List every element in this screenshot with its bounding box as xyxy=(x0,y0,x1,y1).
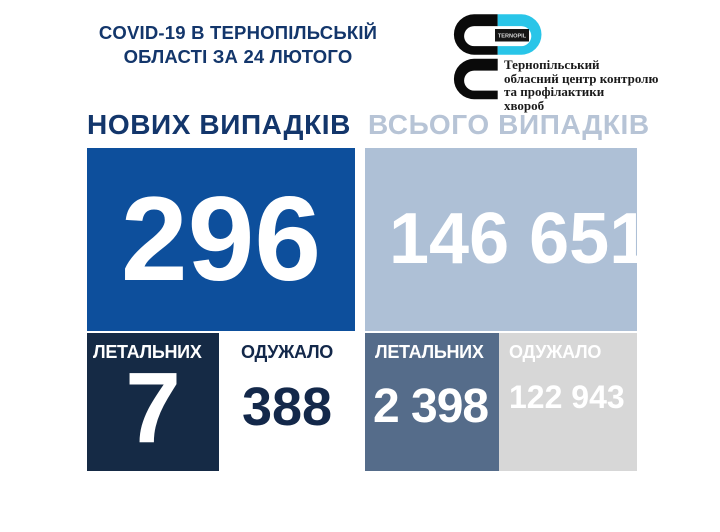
svg-text:TERNOPIL: TERNOPIL xyxy=(498,34,527,40)
